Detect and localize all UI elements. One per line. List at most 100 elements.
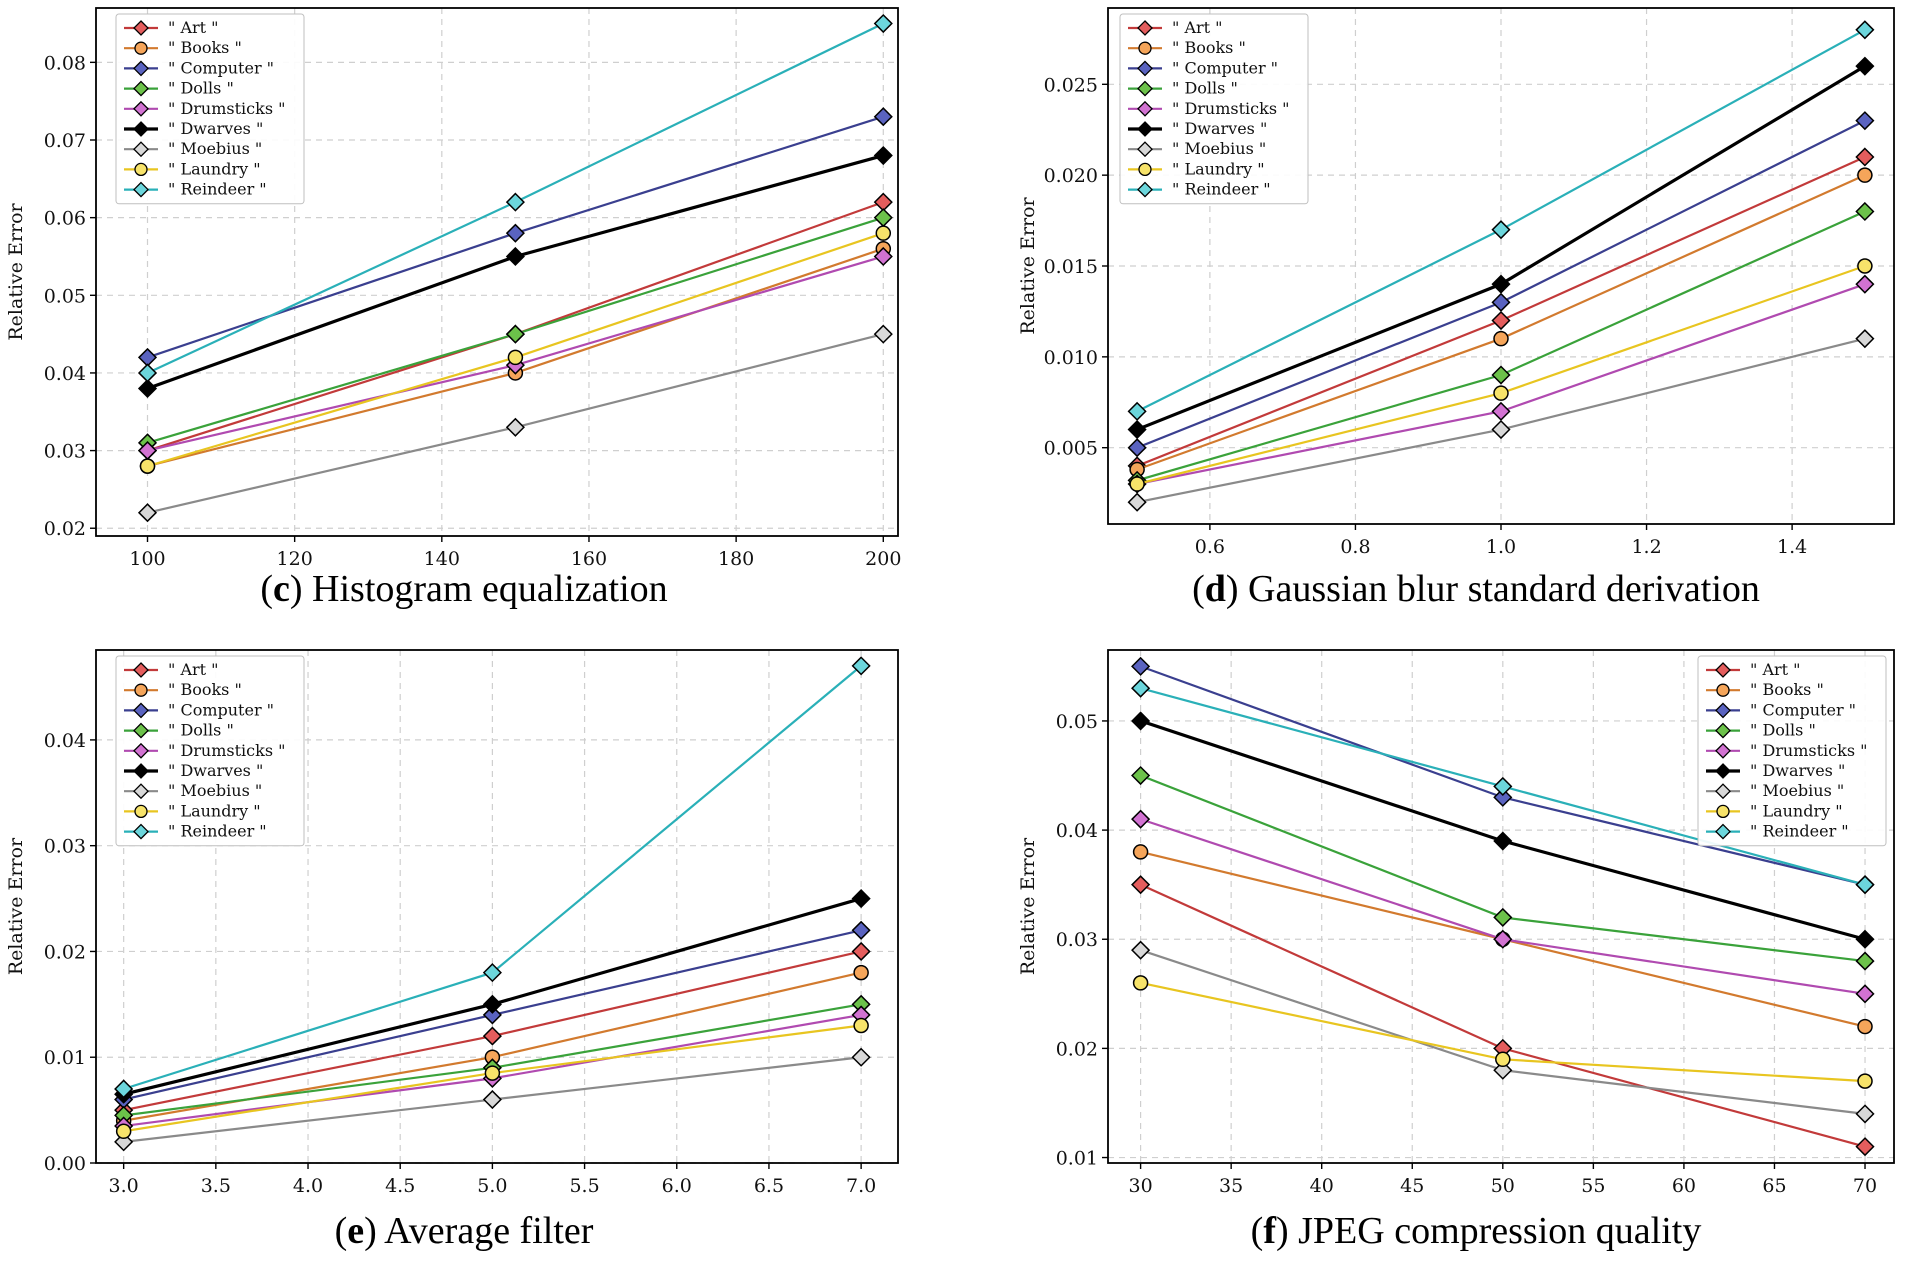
data-point [482,994,502,1014]
data-point [1855,201,1875,222]
x-tick-label: 60 [1672,1175,1696,1197]
panel-caption: (d) Gaussian blur standard derivation [1192,568,1760,610]
legend-label: " Moebius " [1172,139,1266,158]
data-point [1855,929,1875,949]
data-point [1855,1104,1875,1124]
legend-marker [1137,80,1153,97]
legend-label: " Books " [168,38,242,57]
data-point [1855,20,1875,40]
x-tick-label: 1.2 [1631,536,1661,558]
data-point [851,889,871,909]
legend-marker [133,121,149,137]
data-point [1855,329,1875,349]
panel-e: 3.0 3.5 4.0 4.5 5.0 5.5 6.0 6.5 7.0 0.00 0.01 0.02 0… [5,649,899,1252]
legend-marker [133,783,149,800]
legend-label: " Computer " [1750,700,1856,719]
data-point [873,324,893,344]
legend-label: " Moebius " [168,139,262,158]
legend-marker [1715,742,1731,759]
x-tick-label: 0.6 [1195,536,1225,558]
x-tick-label: 140 [424,548,460,570]
data-point [137,378,158,399]
legend-marker [1137,100,1153,117]
data-point [1855,111,1875,131]
legend-label: " Drumsticks " [168,99,285,118]
y-tick-label: 0.07 [44,130,86,152]
data-point [1857,258,1873,274]
data-point [482,1026,502,1046]
y-tick-label: 0.04 [44,363,86,385]
data-point [1491,419,1511,440]
x-tick-label: 40 [1310,1175,1334,1197]
data-point [1131,678,1151,698]
legend-label: " Reindeer " [1750,822,1849,841]
data-point [482,963,502,983]
legend-marker [133,80,149,97]
data-point [505,417,525,437]
data-point [482,1005,502,1025]
data-point [1855,56,1875,76]
data-point [1493,907,1513,927]
x-tick-label: 50 [1491,1175,1515,1197]
data-point [1132,975,1149,991]
y-tick-label: 0.01 [44,1047,86,1069]
legend-label: " Books " [1172,38,1246,57]
data-point [1131,711,1151,731]
legend-marker [134,162,148,177]
legend-box [1697,655,1887,847]
legend: " Art "" Books "" Computer "" Dolls "" D… [115,655,305,847]
y-tick-label: 0.03 [44,836,86,858]
x-tick-label: 4.5 [385,1175,415,1197]
y-axis-label: Relative Error [1017,196,1039,334]
legend-marker [1715,702,1731,719]
legend-marker [1137,181,1153,198]
legend-label: " Laundry " [1750,801,1843,820]
data-point [875,225,892,241]
data-point [1491,292,1511,312]
data-point [873,13,893,34]
data-point [873,208,893,228]
x-tick-label: 7.0 [846,1175,876,1197]
legend-label: " Laundry " [1172,159,1265,178]
data-point [1127,438,1147,458]
y-tick-label: 0.02 [44,941,86,963]
legend-label: " Dwarves " [168,761,263,780]
legend-marker [133,823,149,840]
legend-label: " Computer " [1172,58,1278,77]
panel-caption: (e) Average filter [335,1210,594,1252]
legend-marker [1715,823,1731,840]
x-tick-label: 6.0 [662,1175,692,1197]
legend-marker [1716,804,1730,819]
y-tick-label: 0.020 [1044,165,1098,187]
y-axis-label: Relative Error [5,202,27,340]
legend-box [115,13,305,205]
data-point [1491,401,1511,421]
panel-f: 30 35 40 45 50 55 60 65 70 0.01 0.02 0.03 0.04 0.05 Re… [1017,649,1895,1252]
legend-label: " Books " [1750,680,1824,699]
y-tick-label: 0.01 [1056,1148,1098,1170]
data-point [1855,984,1875,1004]
legend-marker [1138,41,1152,55]
data-point [1493,831,1513,851]
data-point [851,1047,871,1067]
x-tick-label: 4.0 [293,1175,323,1197]
data-point [1855,1137,1875,1157]
legend-box [1119,13,1309,205]
plot-frame [1107,7,1895,525]
legend-label: " Art " [168,18,219,37]
data-point [482,1089,502,1110]
data-point [851,920,871,940]
legend-marker [1137,121,1153,137]
data-point [1855,951,1875,971]
y-tick-label: 0.00 [44,1153,86,1175]
y-tick-label: 0.02 [44,518,86,540]
data-point [1127,419,1147,440]
panel-c: 100 120 140 160 180 200 0.02 0.03 0.04 0.05 0.06 0.… [5,7,901,610]
x-tick-label: 70 [1853,1175,1877,1197]
data-point [1855,875,1875,895]
data-point [1131,765,1151,786]
legend-label: " Reindeer " [168,180,267,199]
y-tick-label: 0.05 [44,285,86,307]
x-tick-label: 3.5 [201,1175,231,1197]
